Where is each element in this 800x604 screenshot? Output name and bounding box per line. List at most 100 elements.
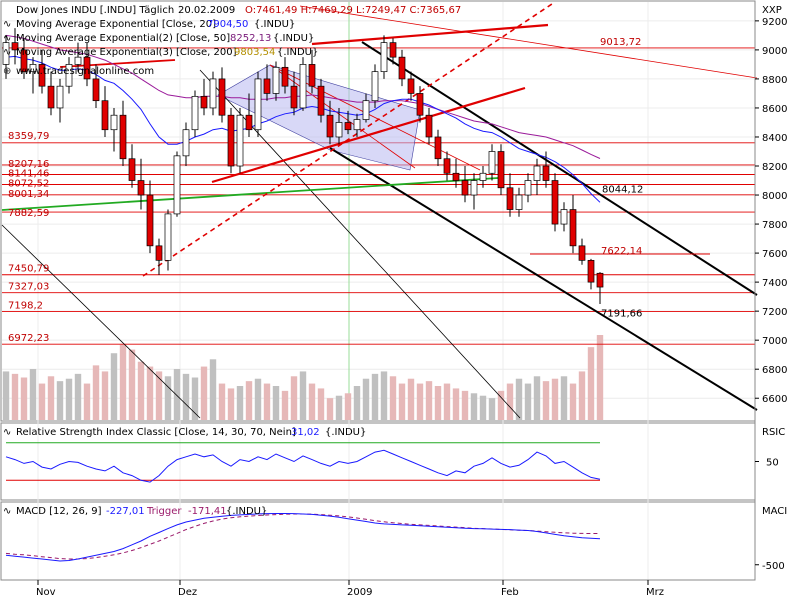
rsi-tick-label: 50 [766,458,779,469]
ema20-icon: ∿ [3,19,11,30]
axis-tick-label: 7600 [762,249,787,260]
axis-tick-label: 7000 [762,336,787,347]
candle-body [29,64,37,73]
volume-bar [326,398,334,420]
candle-body [560,209,568,225]
channel-upper-line [361,41,758,296]
ema50-suffix: {.INDU} [273,33,314,44]
macd-legend: ∿ MACD [12, 26, 9] -227,01 Trigger -171,… [3,506,787,517]
candle-body [218,78,226,116]
level-label: 8141,46 [8,169,49,180]
volume-bar [506,383,514,420]
ema200-suffix: {.INDU} [277,47,318,58]
volume-bar [452,388,460,420]
ema20-value: 7904,50 [207,19,248,30]
level-label: 7882,59 [8,208,49,219]
candle-body [254,78,262,131]
volume-bar [236,386,244,420]
volume-bar [263,383,271,420]
level-label: 8207,16 [8,159,49,170]
time-axis-label: Mrz [646,587,664,598]
candlesticks [2,28,604,305]
candle-body [110,114,118,131]
red-thin-resistance [299,5,758,79]
macd-axis-title: MACI [762,506,787,517]
volume-bar [101,371,109,420]
candle-body [326,114,334,138]
volume-bar [578,371,586,420]
volume-bar [92,365,100,420]
ema20-suffix: {.INDU} [254,19,295,30]
level-label: 6972,23 [8,333,49,344]
axis-tick-label: 8800 [762,75,787,86]
axis-tick-label: 6600 [762,394,787,405]
candle-body [380,42,388,73]
volume-bar [362,378,370,420]
rsi-legend: ∿ Relative Strength Index Classic [Close… [3,427,785,438]
candle-body [119,114,127,160]
volume-bar [587,347,595,420]
ema200-label: Moving Average Exponential(3) [Close, 20… [16,47,237,58]
volume-bar [515,378,523,420]
axis-tick-label: 8200 [762,162,787,173]
volume-bar [74,373,82,420]
candle-body [497,151,505,189]
macd-panel: -500 [5,513,785,572]
volume-bar [209,359,217,420]
volume-bar [335,395,343,420]
volume-bar [542,381,550,420]
level-label: 7191,66 [601,308,642,319]
volume-bar [2,371,10,420]
axis-tick-label: 7400 [762,278,787,289]
level-label: 7198,2 [8,300,43,311]
macd-panel-frame [0,501,756,581]
volume-bar [254,378,262,420]
volume-bar [218,383,226,420]
volume-bar [11,373,19,420]
candle-body [245,114,253,131]
ema50-icon: ∿ [3,33,11,44]
volume-bar [38,383,46,420]
candle-body [137,180,145,196]
macd-value: -227,01 [106,506,145,517]
candle-body [317,85,325,116]
ema50-label: Moving Average Exponential(2) [Close, 50… [16,33,230,44]
volume-bar [560,376,568,420]
axis-tick-label: 7800 [762,220,787,231]
candle-body [587,259,595,283]
volume-bar [65,378,73,420]
candle-body [578,245,586,261]
level-label: 8044,12 [602,185,643,196]
volume-bar [380,371,388,420]
volume-bar [137,361,145,420]
volume-bar [416,383,424,420]
volume-bar [290,376,298,420]
red-upper-line [59,59,176,68]
candle-body [92,78,100,102]
volume-bar [569,383,577,420]
candle-body [425,114,433,138]
header-date: 20.02.2009 [178,5,235,16]
candle-body [407,78,415,94]
candle-body [38,64,46,87]
rsi-axis-title: RSIC [762,427,785,438]
candle-body [101,100,109,131]
candle-body [506,187,514,210]
rsi-suffix: {.INDU} [325,427,366,438]
ema200-icon: ∿ [3,47,11,58]
candle-body [461,180,469,196]
ema50-value: 8252,13 [230,33,271,44]
candle-body [308,64,316,87]
level-label: 7450,79 [8,264,49,275]
candle-body [290,85,298,109]
candle-body [542,165,550,181]
volume-bar [479,395,487,420]
horizontal-levels [2,47,755,345]
volume-bar [344,393,352,420]
header-currency: XXP [762,5,782,16]
volume-bar [596,335,604,420]
candle-body [353,119,361,131]
candle-body [434,136,442,160]
